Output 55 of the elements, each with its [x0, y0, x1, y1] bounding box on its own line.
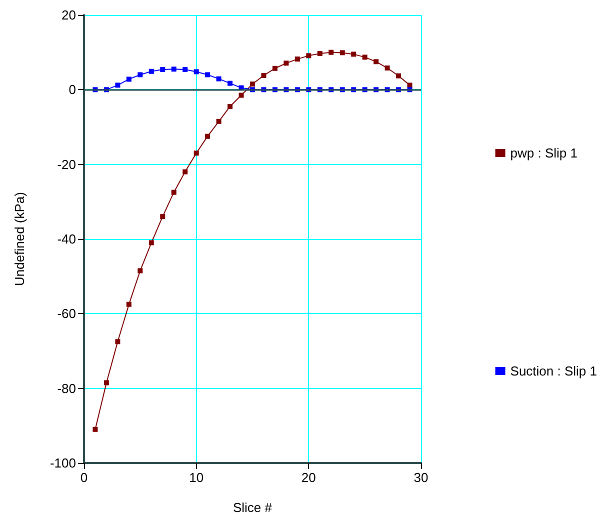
point [294, 56, 300, 62]
point [216, 118, 222, 124]
y-axis-title: Undefined (kPa) [12, 192, 27, 286]
point [216, 76, 222, 82]
y-tick-label: 0 [68, 82, 76, 98]
point [171, 190, 176, 195]
point [284, 60, 289, 66]
point [194, 69, 199, 74]
point [228, 104, 233, 109]
point [384, 66, 390, 71]
point [126, 302, 132, 307]
point [126, 76, 132, 82]
y-tick-label: -20 [57, 156, 76, 172]
point [351, 52, 356, 57]
point [374, 59, 379, 64]
y-tick-label: -80 [57, 380, 76, 396]
point [115, 82, 120, 88]
x-axis-title: Slice # [232, 500, 273, 515]
point [228, 80, 233, 86]
point [396, 73, 402, 78]
point [171, 66, 176, 72]
point [306, 53, 312, 58]
legend-label: Suction : Slip 1 [510, 364, 598, 378]
point [261, 72, 266, 78]
y-tick-label: -100 [50, 456, 76, 470]
point [160, 67, 166, 72]
point [340, 50, 345, 56]
y-tick-label: -40 [57, 232, 76, 246]
legend-label: pwp : Slip 1 [510, 146, 578, 160]
x-tick-label: 30 [414, 470, 428, 485]
point [238, 92, 244, 98]
point [317, 50, 322, 56]
point [138, 268, 143, 274]
point [205, 134, 210, 139]
point [205, 72, 210, 78]
point [115, 339, 120, 344]
point [272, 66, 278, 71]
x-tick-label: 0 [80, 470, 88, 485]
point [160, 214, 166, 220]
y-tick-label: 20 [62, 8, 76, 22]
x-tick-label: 10 [189, 470, 204, 485]
point [194, 150, 199, 156]
point [92, 426, 98, 432]
point [182, 67, 188, 72]
x-tick-label: 20 [301, 470, 316, 485]
point [138, 72, 143, 78]
point [362, 54, 368, 60]
point [407, 82, 412, 88]
point [250, 82, 255, 87]
point [148, 68, 154, 74]
point [104, 380, 109, 386]
point [148, 240, 154, 246]
point [182, 169, 188, 174]
point [328, 50, 334, 55]
y-tick-label: -60 [57, 306, 76, 322]
